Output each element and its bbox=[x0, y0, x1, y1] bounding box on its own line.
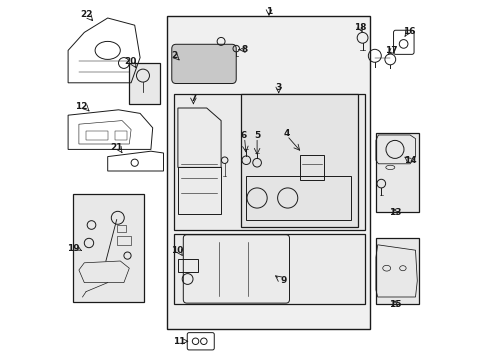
FancyBboxPatch shape bbox=[171, 44, 236, 84]
Bar bbox=[246, 176, 350, 220]
Text: 10: 10 bbox=[170, 246, 183, 255]
Text: 2: 2 bbox=[171, 51, 177, 60]
Text: 13: 13 bbox=[388, 208, 401, 217]
Text: 11: 11 bbox=[172, 337, 185, 346]
Bar bbox=[375, 238, 418, 304]
Bar bbox=[178, 259, 197, 272]
Text: 12: 12 bbox=[75, 102, 88, 111]
Bar bbox=[117, 236, 131, 245]
Text: 16: 16 bbox=[402, 27, 415, 36]
Bar bbox=[375, 133, 418, 212]
Bar bbox=[174, 234, 365, 304]
Text: 8: 8 bbox=[241, 45, 247, 54]
Bar bbox=[86, 131, 107, 140]
Bar bbox=[115, 131, 127, 140]
Text: 15: 15 bbox=[388, 300, 401, 309]
Text: 5: 5 bbox=[253, 130, 260, 139]
Text: 3: 3 bbox=[275, 83, 281, 91]
Text: 19: 19 bbox=[67, 244, 80, 253]
Bar bbox=[241, 94, 357, 227]
Text: 9: 9 bbox=[280, 276, 287, 285]
Bar bbox=[167, 16, 370, 329]
Text: 20: 20 bbox=[124, 57, 136, 66]
Bar bbox=[129, 63, 160, 104]
Text: 17: 17 bbox=[384, 46, 397, 55]
Bar bbox=[174, 94, 365, 230]
Text: 4: 4 bbox=[283, 129, 289, 138]
Text: 18: 18 bbox=[354, 23, 366, 32]
Bar bbox=[178, 167, 221, 214]
Bar bbox=[117, 225, 125, 232]
Text: 6: 6 bbox=[240, 130, 246, 139]
Text: 22: 22 bbox=[81, 10, 93, 19]
Text: 14: 14 bbox=[403, 156, 416, 165]
Text: 7: 7 bbox=[190, 94, 196, 103]
Text: 1: 1 bbox=[265, 7, 271, 16]
Text: 21: 21 bbox=[110, 143, 122, 152]
Bar bbox=[73, 194, 143, 302]
